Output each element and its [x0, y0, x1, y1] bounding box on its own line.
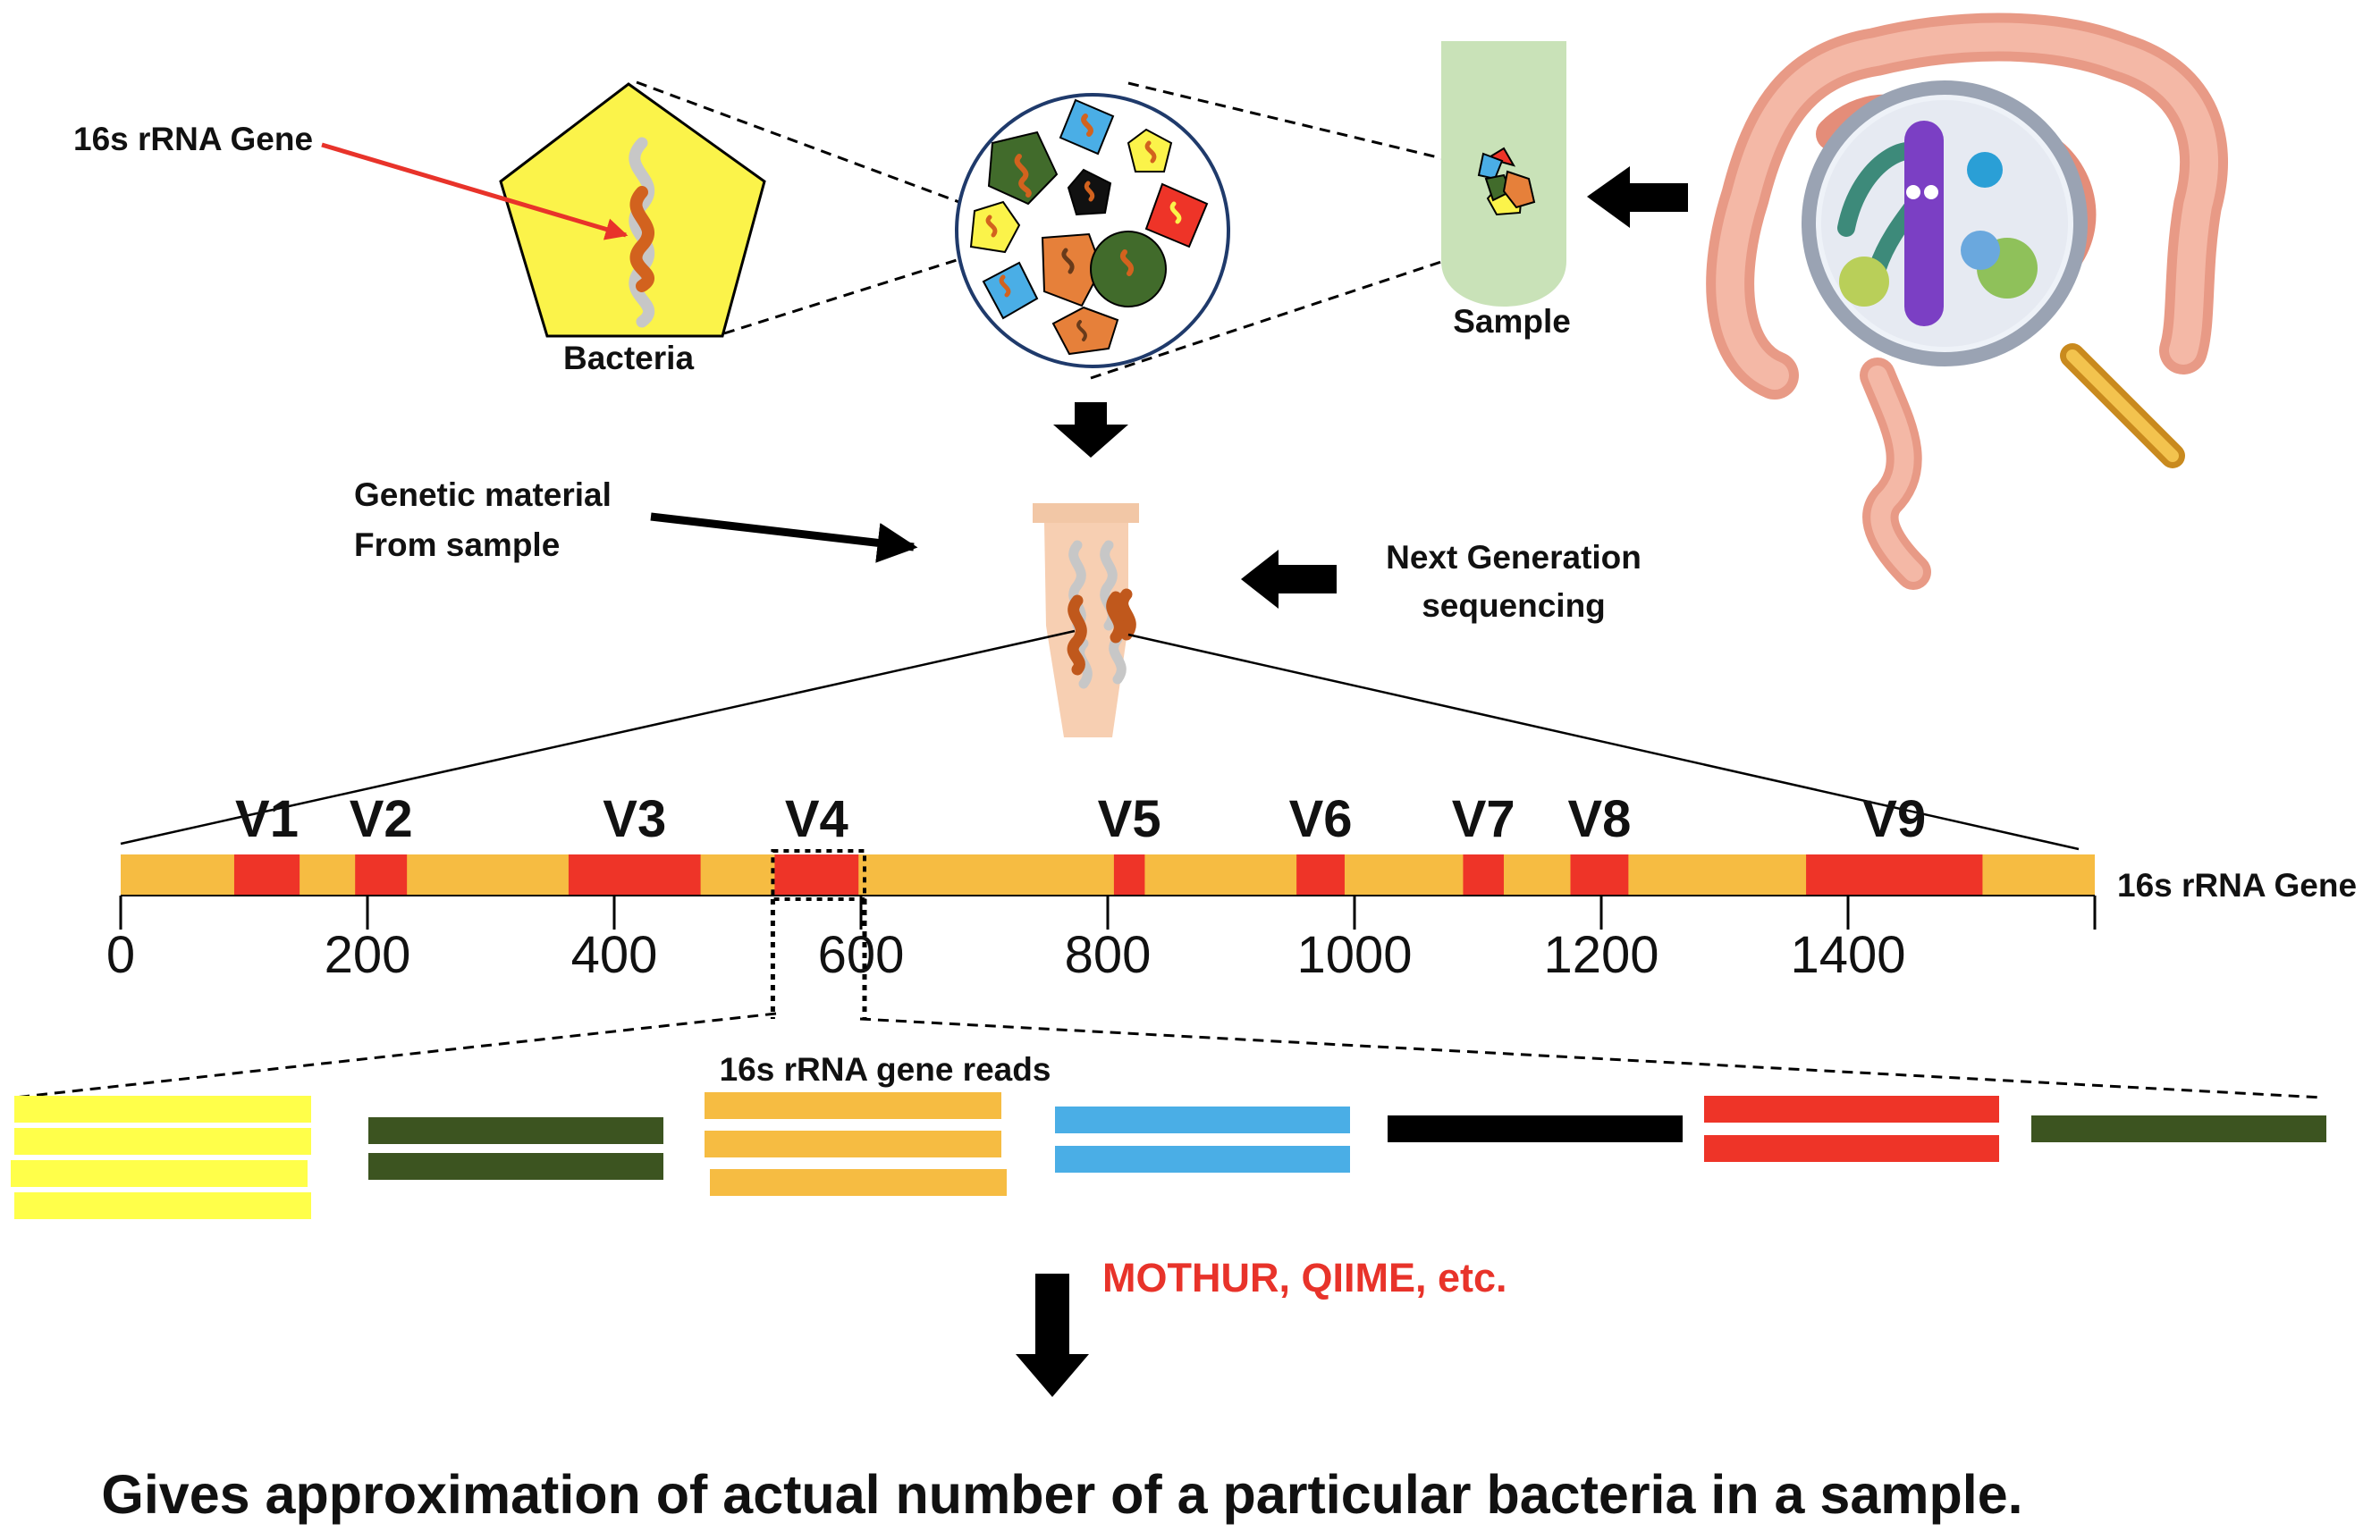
genetic-material-label: Genetic material: [354, 476, 612, 513]
read-bar: [1704, 1096, 1999, 1123]
v4-selection: [770, 849, 867, 1019]
gene-bar-label: 16s rRNA Gene: [2117, 867, 2357, 904]
sequencing-label: sequencing: [1422, 587, 1606, 624]
region-label-v3: V3: [603, 790, 666, 848]
gene-base-bar: [121, 854, 2095, 896]
read-bar: [2031, 1115, 2326, 1142]
region-label-v8: V8: [1567, 790, 1631, 848]
region-label-v2: V2: [350, 790, 413, 848]
gene-callout-arrow: [321, 142, 629, 240]
reads-zoom-line: [13, 1012, 777, 1099]
reads: [11, 1092, 2326, 1219]
sample-label: Sample: [1453, 303, 1571, 340]
gene-callout-label: 16s rRNA Gene: [73, 121, 313, 157]
magnifier-icon: [1802, 80, 2185, 468]
read-bar: [368, 1117, 663, 1144]
read-bar: [14, 1192, 311, 1219]
region-labels: V1 V2 V3 V4 V5 V6 V7 V8 V9: [235, 790, 1926, 848]
tick-label: 1400: [1790, 926, 1905, 984]
region-label-v9: V9: [1862, 790, 1926, 848]
zoom-line: [723, 248, 989, 335]
ngs-label: Next Generation: [1386, 539, 1642, 576]
conclusion-text: Gives approximation of actual number of …: [101, 1464, 2022, 1525]
region-v2: [355, 854, 408, 896]
region-label-v7: V7: [1452, 790, 1515, 848]
read-bar: [705, 1131, 1001, 1157]
expand-line: [120, 629, 1076, 846]
region-label-v4: V4: [785, 790, 848, 848]
read-bar: [710, 1169, 1007, 1196]
region-label-v1: V1: [235, 790, 299, 848]
read-bar: [11, 1160, 308, 1187]
region-v3: [568, 854, 701, 896]
reads-label: 16s rRNA gene reads: [720, 1051, 1051, 1088]
region-v1: [233, 854, 300, 896]
region-label-v6: V6: [1289, 790, 1353, 848]
read-bar: [1704, 1135, 1999, 1162]
region-v6: [1296, 854, 1345, 896]
read-bar: [14, 1128, 311, 1155]
genetic-material-arrow: [650, 512, 918, 563]
gene-axis-ticks: 0 200 400 600 800 1000 1200 1400: [106, 896, 2097, 984]
bacteria-mix-icon: [955, 93, 1230, 368]
tick-label: 600: [818, 926, 905, 984]
selected-region-box: [771, 849, 867, 901]
down-arrow: [1053, 402, 1128, 458]
read-bar: [705, 1092, 1001, 1119]
tick-label: 1000: [1296, 926, 1412, 984]
tools-label: MOTHUR, QIIME, etc.: [1102, 1255, 1507, 1300]
bacteria-pentagon: [499, 82, 766, 338]
reads-zoom-line: [859, 1017, 2324, 1099]
gene-strand-orange-icon: [629, 186, 654, 292]
bacteria-label: Bacteria: [563, 340, 694, 376]
ngs-tube-icon: [1033, 503, 1139, 737]
tick-label: 1200: [1543, 926, 1658, 984]
tick-label: 800: [1065, 926, 1152, 984]
zoom-line: [1127, 81, 1476, 168]
region-v8: [1570, 854, 1629, 896]
region-v7: [1463, 854, 1504, 896]
zoom-line: [636, 80, 989, 215]
from-sample-label: From sample: [354, 526, 560, 563]
tick-label: 200: [325, 926, 411, 984]
region-v4: [774, 854, 859, 896]
read-bar: [1055, 1107, 1350, 1133]
read-bar: [1055, 1146, 1350, 1173]
tick-label: 0: [106, 926, 135, 984]
read-bar: [14, 1096, 311, 1123]
region-v9: [1806, 854, 1983, 896]
zoom-line: [1090, 246, 1485, 380]
left-arrow: [1587, 166, 1688, 228]
ngs-left-arrow: [1241, 550, 1337, 609]
read-bar: [1388, 1115, 1683, 1142]
tools-down-arrow: [1016, 1274, 1089, 1397]
region-label-v5: V5: [1098, 790, 1161, 848]
region-v5: [1113, 854, 1145, 896]
expand-line: [1127, 633, 2080, 851]
tick-label: 400: [571, 926, 658, 984]
read-bar: [368, 1153, 663, 1180]
sample-tube-icon: [1441, 41, 1566, 307]
gene-bar: [121, 854, 2095, 896]
